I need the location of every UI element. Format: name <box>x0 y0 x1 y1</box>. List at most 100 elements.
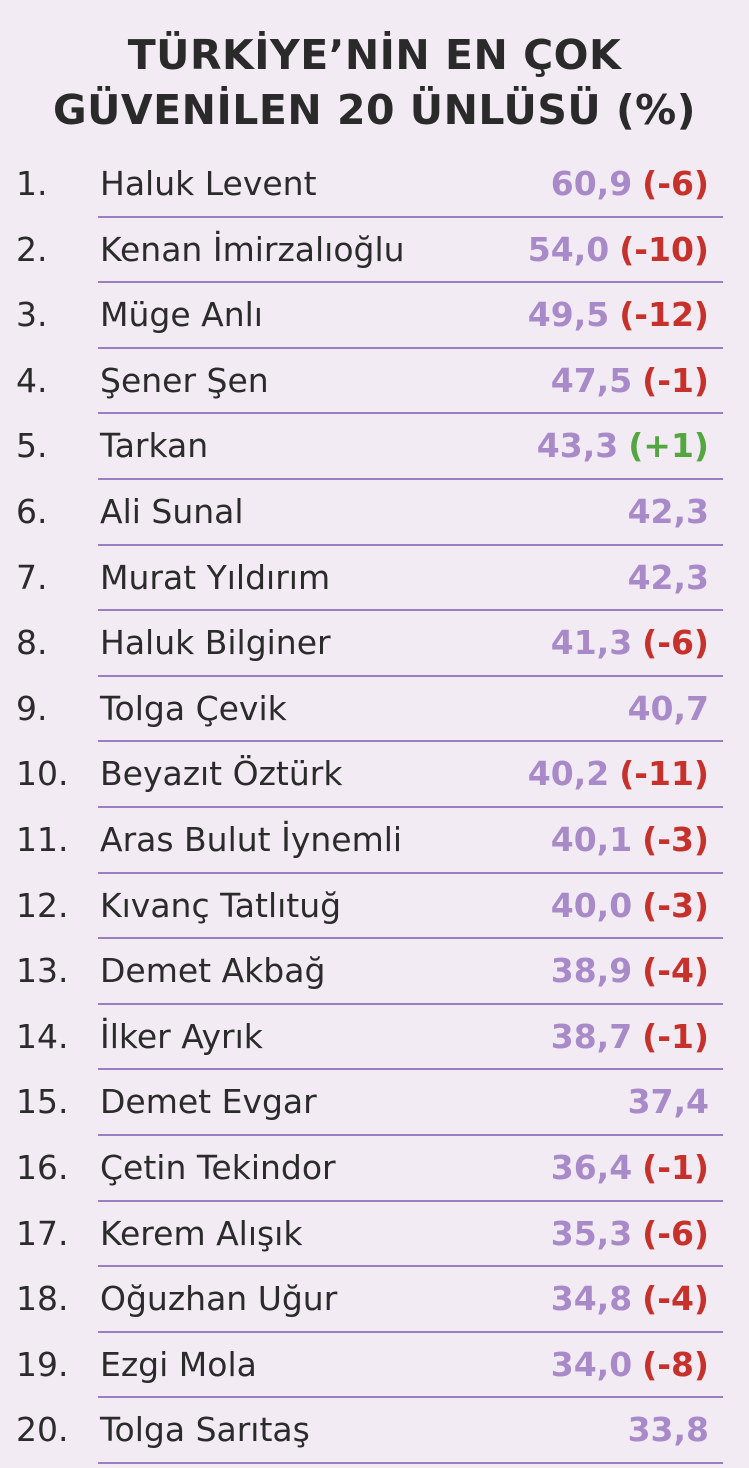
trust-value: 33,8 <box>627 1410 709 1450</box>
celebrity-name: Şener Şen <box>100 360 269 400</box>
table-row: 3. Müge Anlı 49,5 (-12) <box>0 283 749 349</box>
rank-label: 12. <box>16 885 69 925</box>
celebrity-name: Haluk Bilginer <box>100 623 331 663</box>
row-divider <box>98 543 723 546</box>
trust-value: 34,0 <box>550 1344 633 1384</box>
celebrity-name: Ezgi Mola <box>100 1344 257 1384</box>
trust-value: 40,2 <box>527 754 610 794</box>
trust-value: 43,3 <box>536 426 619 466</box>
trust-value: 38,7 <box>550 1016 633 1056</box>
value-group: 37,4 <box>628 1082 709 1122</box>
value-group: 43,3 (+1) <box>537 426 709 466</box>
rank-label: 15. <box>16 1082 69 1122</box>
rank-label: 3. <box>16 295 48 335</box>
table-row: 10. Beyazıt Öztürk 40,2 (-11) <box>0 742 749 808</box>
trust-value: 37,4 <box>627 1082 709 1122</box>
row-divider <box>98 412 723 415</box>
row-divider <box>98 215 723 218</box>
value-group: 47,5 (-1) <box>551 361 709 401</box>
rank-label: 6. <box>16 491 48 531</box>
rank-label: 7. <box>16 557 48 597</box>
celebrity-name: Ali Sunal <box>100 491 244 531</box>
row-divider <box>98 1002 723 1005</box>
change-badge: (-6) <box>642 1213 709 1253</box>
row-divider <box>98 805 723 808</box>
trust-value: 54,0 <box>527 229 610 269</box>
value-group: 60,9 (-6) <box>551 164 709 204</box>
table-row: 14. İlker Ayrık 38,7 (-1) <box>0 1005 749 1071</box>
value-group: 40,1 (-3) <box>551 820 709 860</box>
table-row: 12. Kıvanç Tatlıtuğ 40,0 (-3) <box>0 874 749 940</box>
change-badge: (+1) <box>628 426 709 466</box>
value-group: 33,8 <box>628 1410 709 1450</box>
change-badge: (-1) <box>642 1016 709 1056</box>
value-group: 42,3 <box>628 492 709 532</box>
table-row: 15. Demet Evgar 37,4 <box>0 1070 749 1136</box>
celebrity-name: Kerem Alışık <box>100 1213 303 1253</box>
row-divider <box>98 937 723 940</box>
value-group: 42,3 <box>628 558 709 598</box>
rank-label: 2. <box>16 229 48 269</box>
table-row: 7. Murat Yıldırım 42,3 <box>0 546 749 612</box>
row-divider <box>98 281 723 284</box>
table-row: 17. Kerem Alışık 35,3 (-6) <box>0 1202 749 1268</box>
row-divider <box>98 346 723 349</box>
celebrity-name: Oğuzhan Uğur <box>100 1279 338 1319</box>
trust-value: 49,5 <box>527 295 610 335</box>
celebrity-name: Çetin Tekindor <box>100 1147 336 1187</box>
row-divider <box>98 674 723 677</box>
row-divider <box>98 1199 723 1202</box>
celebrity-name: Demet Evgar <box>100 1082 317 1122</box>
rank-label: 1. <box>16 164 48 203</box>
rank-label: 20. <box>16 1410 69 1450</box>
table-row: 2. Kenan İmirzalıoğlu 54,0 (-10) <box>0 218 749 284</box>
value-group: 35,3 (-6) <box>551 1214 709 1254</box>
rank-label: 4. <box>16 360 48 400</box>
rank-label: 17. <box>16 1213 69 1253</box>
trust-value: 60,9 <box>550 164 633 203</box>
celebrity-name: Beyazıt Öztürk <box>100 754 343 794</box>
table-row: 16. Çetin Tekindor 36,4 (-1) <box>0 1136 749 1202</box>
value-group: 38,7 (-1) <box>551 1017 709 1057</box>
celebrity-name: Murat Yıldırım <box>100 557 331 597</box>
row-divider <box>98 871 723 874</box>
table-row: 8. Haluk Bilginer 41,3 (-6) <box>0 611 749 677</box>
table-row: 18. Oğuzhan Uğur 34,8 (-4) <box>0 1267 749 1333</box>
row-divider <box>98 1396 723 1399</box>
trust-value: 35,3 <box>550 1213 633 1253</box>
celebrity-name: Tarkan <box>100 426 209 466</box>
value-group: 40,7 <box>628 689 709 729</box>
celebrity-name: Kıvanç Tatlıtuğ <box>100 885 342 925</box>
trust-value: 40,0 <box>550 885 633 925</box>
value-group: 54,0 (-10) <box>528 230 709 270</box>
rank-label: 11. <box>16 819 69 859</box>
value-group: 36,4 (-1) <box>551 1148 709 1188</box>
rank-label: 10. <box>16 754 69 794</box>
change-badge: (-10) <box>619 229 709 269</box>
change-badge: (-6) <box>642 623 709 663</box>
row-divider <box>98 609 723 612</box>
celebrity-name: Tolga Sarıtaş <box>100 1410 310 1450</box>
change-badge: (-4) <box>642 1279 709 1319</box>
row-divider <box>98 1461 723 1464</box>
table-row: 4. Şener Şen 47,5 (-1) <box>0 349 749 415</box>
title-line-1: TÜRKİYE’NİN EN ÇOK <box>127 31 622 79</box>
row-divider <box>98 1265 723 1268</box>
trust-value: 47,5 <box>550 360 633 400</box>
celebrity-name: Kenan İmirzalıoğlu <box>100 229 405 269</box>
table-row: 11. Aras Bulut İynemli 40,1 (-3) <box>0 808 749 874</box>
table-row: 1. Haluk Levent 60,9 (-6) <box>0 152 749 218</box>
trust-value: 42,3 <box>627 491 709 531</box>
trust-value: 34,8 <box>550 1279 633 1319</box>
celebrity-name: Demet Akbağ <box>100 951 326 991</box>
row-divider <box>98 1133 723 1136</box>
trust-value: 41,3 <box>550 623 633 663</box>
value-group: 34,0 (-8) <box>551 1345 709 1385</box>
chart-title: TÜRKİYE’NİN EN ÇOK GÜVENİLEN 20 ÜNLÜSÜ (… <box>0 28 749 138</box>
celebrity-name: Haluk Levent <box>100 164 317 203</box>
value-group: 40,2 (-11) <box>528 754 709 794</box>
change-badge: (-12) <box>619 295 709 335</box>
value-group: 49,5 (-12) <box>528 295 709 335</box>
change-badge: (-1) <box>642 1147 709 1187</box>
rank-label: 9. <box>16 688 48 728</box>
